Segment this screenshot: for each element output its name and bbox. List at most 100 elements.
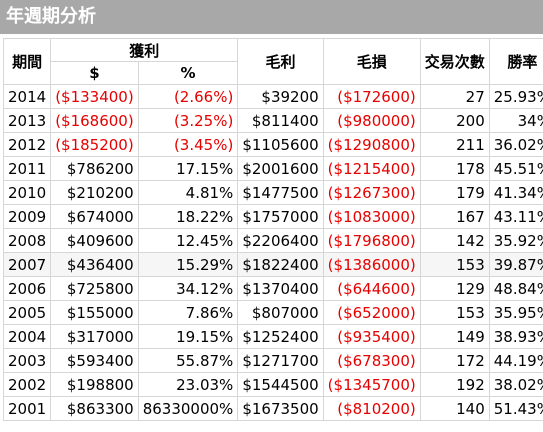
annual-analysis-table: 期間 獲利 毛利 毛損 交易次數 勝率 $ % 2014 ($133400) (2.… bbox=[2, 38, 543, 421]
table-row[interactable]: 2001 $863300 86330000% $1673500 ($810200) 140… bbox=[2, 396, 543, 421]
win-rate-cell: 36.02% bbox=[488, 132, 543, 157]
win-rate-cell: 45.51% bbox=[488, 156, 543, 181]
period-cell: 2006 bbox=[2, 276, 52, 301]
profit-percent-cell: (2.66%) bbox=[137, 84, 239, 109]
window-title: 年週期分析 bbox=[0, 0, 543, 34]
column-header-win-rate[interactable]: 勝率 bbox=[488, 38, 543, 85]
win-rate-cell: 48.84% bbox=[488, 276, 543, 301]
gross-profit-cell: $1370400 bbox=[237, 276, 324, 301]
gross-loss-cell: ($1267300) bbox=[322, 180, 421, 205]
win-rate-cell: 35.95% bbox=[488, 300, 543, 325]
gross-loss-cell: ($1345700) bbox=[322, 372, 421, 397]
trades-cell: 27 bbox=[419, 84, 490, 109]
period-cell: 2010 bbox=[2, 180, 52, 205]
period-cell: 2009 bbox=[2, 204, 52, 229]
column-header-profit-dollar[interactable]: $ bbox=[50, 61, 139, 85]
gross-loss-cell: ($172600) bbox=[322, 84, 421, 109]
profit-percent-cell: (3.45%) bbox=[137, 132, 239, 157]
period-cell: 2005 bbox=[2, 300, 52, 325]
gross-profit-cell: $2001600 bbox=[237, 156, 324, 181]
profit-percent-cell: 15.29% bbox=[137, 252, 239, 277]
column-header-period[interactable]: 期間 bbox=[2, 38, 52, 85]
gross-profit-cell: $1673500 bbox=[237, 396, 324, 421]
period-cell: 2012 bbox=[2, 132, 52, 157]
table-row[interactable]: 2004 $317000 19.15% $1252400 ($935400) 149 38.… bbox=[2, 324, 543, 349]
win-rate-cell: 44.19% bbox=[488, 348, 543, 373]
gross-loss-cell: ($1083000) bbox=[322, 204, 421, 229]
gross-profit-cell: $1822400 bbox=[237, 252, 324, 277]
win-rate-cell: 35.92% bbox=[488, 228, 543, 253]
profit-dollar-cell: $155000 bbox=[50, 300, 139, 325]
period-cell: 2013 bbox=[2, 108, 52, 133]
trades-cell: 153 bbox=[419, 252, 490, 277]
profit-percent-cell: 12.45% bbox=[137, 228, 239, 253]
profit-percent-cell: 4.81% bbox=[137, 180, 239, 205]
table-row[interactable]: 2011 $786200 17.15% $2001600 ($1215400) 178 45… bbox=[2, 156, 543, 181]
table-row[interactable]: 2002 $198800 23.03% $1544500 ($1345700) 192 38… bbox=[2, 372, 543, 397]
profit-dollar-cell: $593400 bbox=[50, 348, 139, 373]
period-cell: 2007 bbox=[2, 252, 52, 277]
table-row[interactable]: 2014 ($133400) (2.66%) $39200 ($172600) 27 25.… bbox=[2, 84, 543, 109]
profit-percent-cell: 19.15% bbox=[137, 324, 239, 349]
profit-percent-cell: 23.03% bbox=[137, 372, 239, 397]
table-row[interactable]: 2010 $210200 4.81% $1477500 ($1267300) 179 41.… bbox=[2, 180, 543, 205]
win-rate-cell: 38.02% bbox=[488, 372, 543, 397]
table-body: 2014 ($133400) (2.66%) $39200 ($172600) 27 25.… bbox=[2, 84, 543, 421]
profit-dollar-cell: $725800 bbox=[50, 276, 139, 301]
column-header-gross-profit[interactable]: 毛利 bbox=[237, 38, 324, 85]
trades-cell: 140 bbox=[419, 396, 490, 421]
profit-dollar-cell: $409600 bbox=[50, 228, 139, 253]
profit-dollar-cell: $674000 bbox=[50, 204, 139, 229]
gross-profit-cell: $1544500 bbox=[237, 372, 324, 397]
trades-cell: 149 bbox=[419, 324, 490, 349]
period-cell: 2008 bbox=[2, 228, 52, 253]
table-row[interactable]: 2006 $725800 34.12% $1370400 ($644600) 129 48.… bbox=[2, 276, 543, 301]
trades-cell: 211 bbox=[419, 132, 490, 157]
trades-cell: 179 bbox=[419, 180, 490, 205]
column-header-profit-percent[interactable]: % bbox=[137, 61, 239, 85]
gross-loss-cell: ($980000) bbox=[322, 108, 421, 133]
profit-dollar-cell: $198800 bbox=[50, 372, 139, 397]
win-rate-cell: 34% bbox=[488, 108, 543, 133]
gross-profit-cell: $1105600 bbox=[237, 132, 324, 157]
table-row[interactable]: 2013 ($168600) (3.25%) $811400 ($980000) 200 3… bbox=[2, 108, 543, 133]
gross-loss-cell: ($1386000) bbox=[322, 252, 421, 277]
column-header-profit[interactable]: 獲利 bbox=[50, 38, 239, 62]
table-row[interactable]: 2009 $674000 18.22% $1757000 ($1083000) 167 43… bbox=[2, 204, 543, 229]
table-row[interactable]: 2008 $409600 12.45% $2206400 ($1796800) 142 35… bbox=[2, 228, 543, 253]
trades-cell: 192 bbox=[419, 372, 490, 397]
table-row[interactable]: 2012 ($185200) (3.45%) $1105600 ($1290800) 21… bbox=[2, 132, 543, 157]
gross-loss-cell: ($935400) bbox=[322, 324, 421, 349]
win-rate-cell: 41.34% bbox=[488, 180, 543, 205]
trades-cell: 178 bbox=[419, 156, 490, 181]
win-rate-cell: 38.93% bbox=[488, 324, 543, 349]
column-header-trades[interactable]: 交易次數 bbox=[419, 38, 490, 85]
gross-loss-cell: ($1796800) bbox=[322, 228, 421, 253]
table-row[interactable]: 2003 $593400 55.87% $1271700 ($678300) 172 44.… bbox=[2, 348, 543, 373]
table-row[interactable]: 2007 $436400 15.29% $1822400 ($1386000) 153 39… bbox=[2, 252, 543, 277]
profit-percent-cell: 86330000% bbox=[137, 396, 239, 421]
gross-loss-cell: ($810200) bbox=[322, 396, 421, 421]
period-cell: 2011 bbox=[2, 156, 52, 181]
trades-cell: 129 bbox=[419, 276, 490, 301]
win-rate-cell: 25.93% bbox=[488, 84, 543, 109]
win-rate-cell: 43.11% bbox=[488, 204, 543, 229]
period-cell: 2004 bbox=[2, 324, 52, 349]
table-row[interactable]: 2005 $155000 7.86% $807000 ($652000) 153 35.95… bbox=[2, 300, 543, 325]
win-rate-cell: 39.87% bbox=[488, 252, 543, 277]
column-header-gross-loss[interactable]: 毛損 bbox=[322, 38, 421, 85]
gross-loss-cell: ($652000) bbox=[322, 300, 421, 325]
gross-profit-cell: $2206400 bbox=[237, 228, 324, 253]
trades-cell: 167 bbox=[419, 204, 490, 229]
period-cell: 2002 bbox=[2, 372, 52, 397]
win-rate-cell: 51.43% bbox=[488, 396, 543, 421]
profit-percent-cell: 55.87% bbox=[137, 348, 239, 373]
gross-loss-cell: ($678300) bbox=[322, 348, 421, 373]
profit-percent-cell: 34.12% bbox=[137, 276, 239, 301]
profit-dollar-cell: $436400 bbox=[50, 252, 139, 277]
profit-percent-cell: (3.25%) bbox=[137, 108, 239, 133]
gross-loss-cell: ($1290800) bbox=[322, 132, 421, 157]
profit-percent-cell: 7.86% bbox=[137, 300, 239, 325]
profit-dollar-cell: $786200 bbox=[50, 156, 139, 181]
